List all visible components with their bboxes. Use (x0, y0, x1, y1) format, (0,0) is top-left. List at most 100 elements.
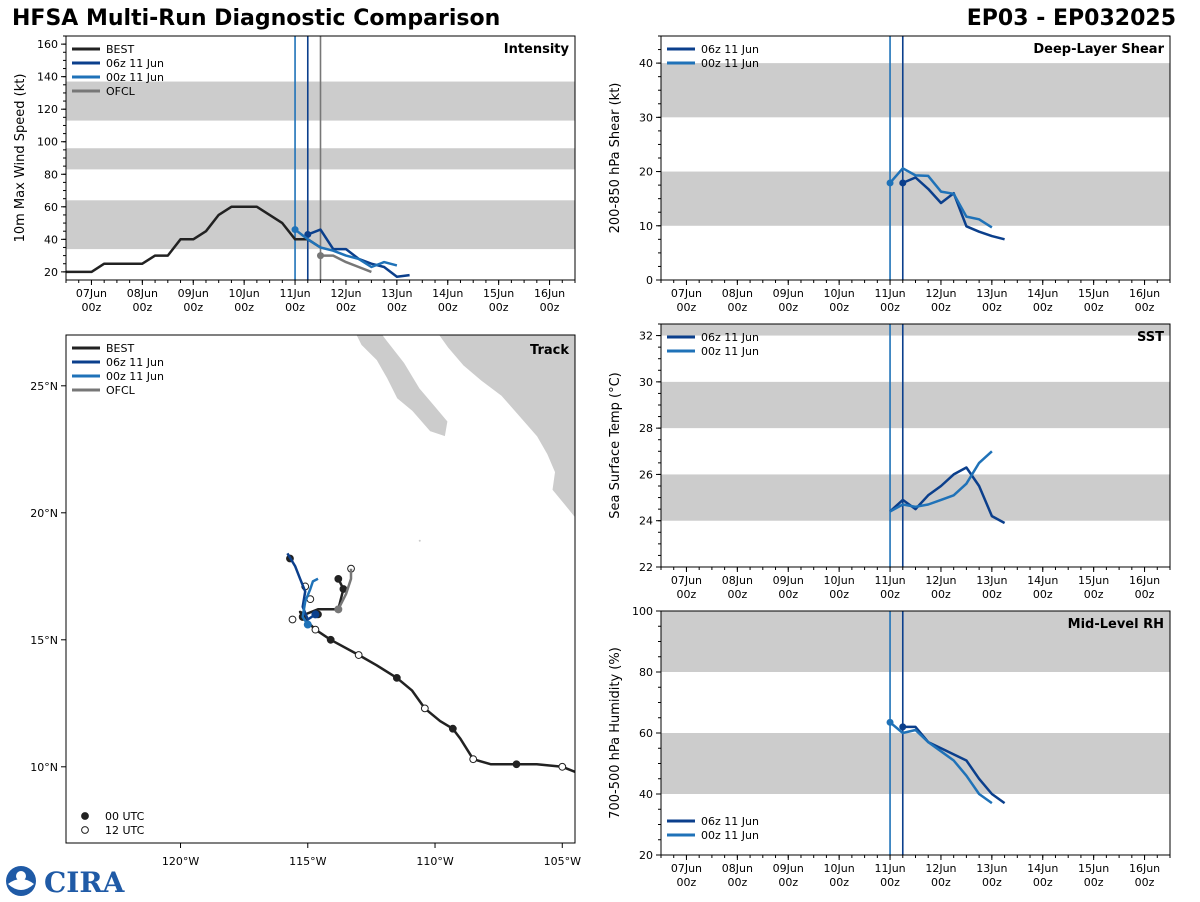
x-tick-label-hour: 00z (982, 876, 1002, 889)
x-tick-label-date: 07Jun (671, 574, 702, 587)
x-tick-label-hour: 00z (931, 301, 951, 314)
x-tick-label-hour: 00z (880, 876, 900, 889)
plot-area (661, 324, 1170, 567)
legend-label: 06z 11 Jun (106, 356, 164, 369)
track-start-marker (303, 620, 312, 629)
y-tick-label: 15°N (30, 634, 58, 647)
x-tick-label-hour: 00z (1084, 301, 1104, 314)
track-line-06z-11-jun (286, 552, 317, 621)
x-tick-label-hour: 00z (778, 301, 798, 314)
x-tick-label-date: 07Jun (76, 287, 107, 300)
x-tick-label-date: 12Jun (925, 574, 956, 587)
panel-mid-level-rh: 2040608010007Jun00z08Jun00z09Jun00z10Jun… (608, 605, 1171, 889)
x-tick-label-hour: 00z (1135, 301, 1155, 314)
x-tick-label-hour: 00z (677, 588, 697, 601)
x-tick-label-hour: 00z (1135, 588, 1155, 601)
y-tick-label: 25°N (30, 380, 58, 393)
x-tick-label-date: 10Jun (229, 287, 260, 300)
x-tick-label-date: 15Jun (1078, 287, 1109, 300)
series-line-00z-11-jun (889, 450, 993, 513)
track-line-best (298, 578, 575, 774)
track-point-00utc (448, 724, 457, 733)
x-tick-label-hour: 00z (336, 301, 356, 314)
x-tick-label-hour: 00z (727, 876, 747, 889)
x-tick-label-hour: 00z (387, 301, 407, 314)
legend-label: OFCL (106, 85, 136, 98)
axes-frame (660, 323, 1171, 568)
storm-id: EP03 - EP032025 (966, 6, 1176, 31)
y-tick-label: 100 (632, 605, 653, 618)
x-tick-label-hour: 00z (489, 301, 509, 314)
figure-title: HFSA Multi-Run Diagnostic Comparison (12, 6, 501, 31)
x-tick-label-date: 13Jun (976, 862, 1007, 875)
x-tick-label-date: 15Jun (1078, 574, 1109, 587)
x-tick-label-date: 16Jun (534, 287, 565, 300)
x-tick-label-date: 09Jun (178, 287, 209, 300)
marker-legend-symbol (81, 826, 89, 834)
legend-label: 00z 11 Jun (106, 370, 164, 383)
x-tick-label-hour: 00z (931, 876, 951, 889)
track-point-00utc (392, 674, 401, 682)
x-tick-label-date: 09Jun (773, 287, 804, 300)
y-tick-label: 60 (44, 201, 58, 214)
y-axis-label: 10m Max Wind Speed (kt) (13, 74, 28, 243)
series-line-00z-11-jun (889, 721, 993, 805)
x-tick-label-date: 12Jun (925, 287, 956, 300)
legend-label: 06z 11 Jun (106, 57, 164, 70)
x-tick-label-date: 13Jun (976, 574, 1007, 587)
series-line-00z-11-jun (889, 167, 993, 229)
land-mass (355, 335, 449, 438)
series-line-00z-11-jun (294, 228, 398, 269)
series-start-marker (291, 226, 299, 234)
y-tick-label: 80 (639, 666, 653, 679)
x-tick-label-hour: 00z (540, 301, 560, 314)
x-tick-label-hour: 00z (727, 301, 747, 314)
x-tick-label-date: 16Jun (1129, 862, 1160, 875)
x-tick-label-hour: 00z (982, 301, 1002, 314)
x-tick-label-date: 10Jun (824, 862, 855, 875)
panel-deep-layer-shear: 01020304007Jun00z08Jun00z09Jun00z10Jun00… (608, 35, 1171, 314)
panel-track: 120°W 115°W 110°W 105°W 10°N 15°N 20°N 25°N Trac… (30, 334, 581, 868)
y-tick-label: 20 (44, 266, 58, 279)
y-tick-label: 120 (37, 103, 58, 116)
panel-title: Track (530, 343, 569, 358)
threshold-band (661, 324, 1170, 336)
land-mass (438, 335, 575, 519)
panel-sst: 22242628303207Jun00z08Jun00z09Jun00z10Ju… (608, 323, 1171, 601)
series-start-marker (886, 179, 894, 187)
series-start-marker (899, 179, 907, 187)
x-tick-label-date: 14Jun (1027, 862, 1058, 875)
plot-area (661, 36, 1170, 280)
track-point-12utc (469, 755, 478, 764)
panel-title: SST (1137, 330, 1164, 345)
x-tick-label-date: 15Jun (483, 287, 514, 300)
plot-area (661, 611, 1170, 855)
x-tick-label-date: 13Jun (381, 287, 412, 300)
y-tick-label: 100 (37, 136, 58, 149)
threshold-band (661, 611, 1170, 672)
x-tick-label: 120°W (162, 855, 199, 868)
legend-label: BEST (106, 43, 134, 56)
x-tick-label-hour: 00z (931, 588, 951, 601)
y-tick-label: 28 (639, 422, 653, 435)
y-axis-label: 700-500 hPa Humidity (%) (608, 647, 623, 819)
x-tick-label-date: 16Jun (1129, 287, 1160, 300)
track-line-ofcl (337, 568, 353, 610)
x-tick-label-hour: 00z (1033, 301, 1053, 314)
track-point-00utc (334, 574, 343, 583)
marker-legend-label: 12 UTC (105, 824, 145, 837)
logo: CIRA (4, 864, 124, 899)
x-tick-label-date: 08Jun (127, 287, 158, 300)
y-tick-label: 40 (639, 57, 653, 70)
y-tick-label: 30 (639, 376, 653, 389)
x-tick-label-date: 14Jun (432, 287, 463, 300)
x-tick-label-date: 07Jun (671, 862, 702, 875)
y-tick-label: 60 (639, 727, 653, 740)
x-tick-label-hour: 00z (183, 301, 203, 314)
x-tick-label-date: 08Jun (722, 287, 753, 300)
x-tick-label: 115°W (289, 855, 326, 868)
x-tick-label-date: 13Jun (976, 287, 1007, 300)
threshold-band (661, 171, 1170, 226)
x-tick-label-date: 10Jun (824, 574, 855, 587)
